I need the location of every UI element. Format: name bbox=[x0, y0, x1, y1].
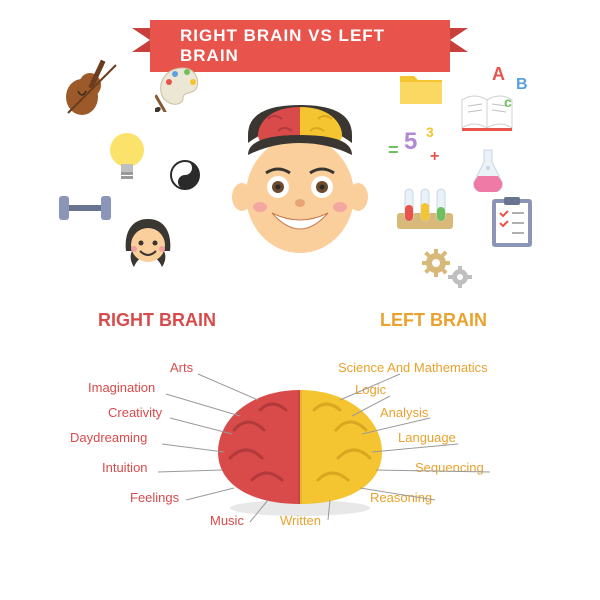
head-split-brain bbox=[228, 95, 372, 265]
left-label-sequencing: Sequencing bbox=[415, 460, 484, 475]
equals-sign: = bbox=[388, 140, 399, 161]
left-label-logic: Logic bbox=[355, 382, 386, 397]
digit-five: 5 bbox=[404, 128, 417, 156]
right-label-feelings: Feelings bbox=[130, 490, 179, 505]
right-section-title: RIGHT BRAIN bbox=[98, 310, 216, 331]
test-tubes-icon bbox=[395, 185, 455, 233]
left-section-title: LEFT BRAIN bbox=[380, 310, 487, 331]
violin-icon bbox=[60, 55, 124, 119]
right-label-music: Music bbox=[210, 513, 244, 528]
dumbbell-icon bbox=[55, 190, 115, 226]
left-label-analysis: Analysis bbox=[380, 405, 428, 420]
girl-face-icon bbox=[120, 215, 176, 275]
right-label-daydreaming: Daydreaming bbox=[70, 430, 147, 445]
left-label-language: Language bbox=[398, 430, 456, 445]
flask-icon bbox=[470, 148, 506, 192]
right-label-creativity: Creativity bbox=[108, 405, 162, 420]
left-label-science: Science And Mathematics bbox=[338, 360, 488, 375]
right-label-arts: Arts bbox=[170, 360, 193, 375]
clipboard-icon bbox=[490, 195, 534, 249]
gears-icon bbox=[418, 245, 478, 293]
right-label-imagination: Imagination bbox=[88, 380, 155, 395]
left-label-written: Written bbox=[280, 513, 321, 528]
palette-icon bbox=[155, 60, 207, 112]
plus-sign: + bbox=[430, 148, 439, 166]
folder-icon bbox=[398, 70, 444, 108]
right-label-intuition: Intuition bbox=[102, 460, 148, 475]
letter-b: B bbox=[516, 76, 528, 94]
letter-a: A bbox=[492, 64, 505, 85]
digit-three: 3 bbox=[426, 124, 434, 140]
lightbulb-icon bbox=[105, 130, 149, 186]
yinyang-icon bbox=[170, 160, 200, 190]
letter-c: c bbox=[504, 94, 512, 110]
left-label-reasoning: Reasoning bbox=[370, 490, 432, 505]
